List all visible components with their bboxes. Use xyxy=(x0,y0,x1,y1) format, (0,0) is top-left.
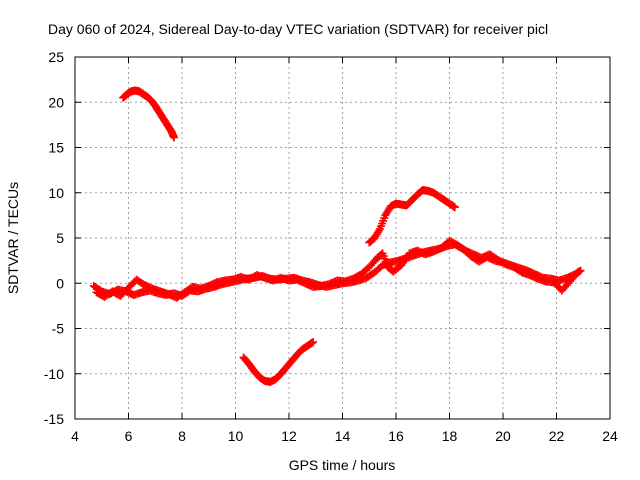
x-tick-label: 20 xyxy=(495,428,511,444)
x-tick-label: 6 xyxy=(125,428,133,444)
x-tick-label: 16 xyxy=(388,428,404,444)
y-tick-label: 10 xyxy=(48,185,64,201)
y-tick-label: 15 xyxy=(48,140,64,156)
y-tick-label: -5 xyxy=(52,321,65,337)
data-point-arc-high-afternoon xyxy=(374,226,383,235)
data-point-arc-high-morning xyxy=(169,133,178,142)
data-point-arc-high-afternoon xyxy=(450,203,459,212)
y-tick-label: 5 xyxy=(56,230,64,246)
axis-ticks xyxy=(74,56,611,420)
x-tick-label: 4 xyxy=(71,428,79,444)
x-axis-title: GPS time / hours xyxy=(289,457,396,473)
y-tick-label: 20 xyxy=(48,94,64,110)
data-point-arc-low-noon xyxy=(309,338,318,347)
x-tick-label: 18 xyxy=(442,428,458,444)
x-tick-label: 22 xyxy=(549,428,565,444)
x-tick-label: 12 xyxy=(281,428,297,444)
x-tick-label: 10 xyxy=(228,428,244,444)
data-point-baseline-b xyxy=(572,270,581,279)
y-tick-label: -10 xyxy=(44,366,64,382)
x-tick-label: 24 xyxy=(602,428,618,444)
x-tick-label: 14 xyxy=(335,428,351,444)
y-tick-label: 25 xyxy=(48,49,64,65)
grid xyxy=(75,57,610,419)
data-point-baseline-b xyxy=(573,268,582,277)
y-tick-label: -15 xyxy=(44,411,64,427)
tick-labels: 4 6 8 10 12 14 16 18 20 22 24 -15 -10 -5 0 5 10 15 20 25 xyxy=(44,49,618,444)
y-tick-label: 0 xyxy=(56,275,64,291)
y-axis-title: SDTVAR / TECUs xyxy=(5,182,21,294)
data-marks xyxy=(89,86,585,386)
x-tick-label: 8 xyxy=(178,428,186,444)
chart-title: Day 060 of 2024, Sidereal Day-to-day VTE… xyxy=(48,21,548,37)
